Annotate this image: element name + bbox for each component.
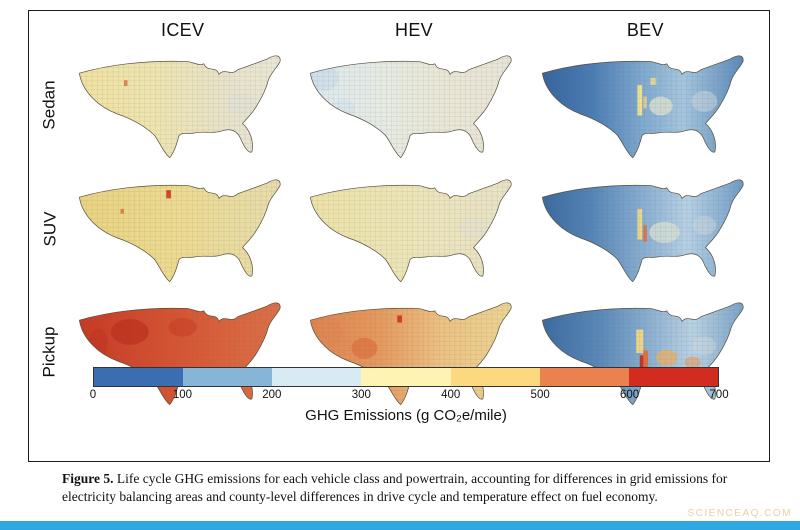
- colorbar-tick: 500: [530, 389, 550, 401]
- us-choropleth-sedan-hev: [310, 55, 513, 159]
- us-choropleth-suv-icev: [78, 178, 281, 282]
- us-choropleth-sedan-bev: [541, 55, 744, 159]
- colorbar-tick: 200: [262, 389, 282, 401]
- map-sedan-hev: [298, 43, 529, 167]
- row-label-suv: SUV: [33, 167, 67, 291]
- colorbar-tick: 100: [172, 389, 193, 401]
- map-sedan-bev: [530, 43, 761, 167]
- figure-panel: ICEV HEV BEV Sedan: [28, 10, 770, 462]
- us-choropleth-pickup-bev: [541, 302, 744, 406]
- colorbar-tick: 600: [619, 389, 640, 401]
- figure-caption-text: Life cycle GHG emissions for each vehicl…: [62, 471, 728, 505]
- colorbar-tick: 700: [709, 389, 729, 401]
- map-suv-bev: [530, 167, 761, 291]
- colorbar-segment: [628, 368, 718, 386]
- map-pickup-icev: [67, 290, 298, 414]
- column-header-bev: BEV: [626, 20, 664, 40]
- column-header-icev: ICEV: [161, 20, 205, 40]
- colorbar: [93, 367, 719, 387]
- colorbar-tick: 300: [351, 389, 371, 401]
- us-choropleth-suv-bev: [541, 178, 744, 282]
- grid-corner: [33, 13, 67, 43]
- colorbar-tick: 400: [441, 389, 461, 401]
- colorbar-tick: 0: [89, 389, 97, 401]
- column-header-hev: HEV: [395, 20, 433, 40]
- map-suv-icev: [67, 167, 298, 291]
- row-label-sedan: Sedan: [33, 43, 67, 167]
- colorbar-segment: [183, 368, 273, 386]
- us-choropleth-pickup-hev: [310, 302, 513, 406]
- figure-caption: Figure 5. Life cycle GHG emissions for e…: [62, 470, 744, 506]
- colorbar-segment: [450, 368, 540, 386]
- colorbar-segment: [539, 368, 629, 386]
- row-label-suv-text: SUV: [40, 211, 59, 247]
- map-suv-hev: [298, 167, 529, 291]
- watermark: SCIENCEAQ.COM: [687, 508, 792, 519]
- us-choropleth-pickup-icev: [78, 302, 281, 406]
- map-pickup-hev: [298, 290, 529, 414]
- us-choropleth-sedan-icev: [78, 55, 281, 159]
- row-label-pickup: Pickup: [33, 290, 67, 414]
- map-pickup-bev: [530, 290, 761, 414]
- colorbar-ticks: 0 100 200 300 400 500 600 700: [89, 387, 729, 404]
- colorbar-segment: [272, 368, 362, 386]
- us-choropleth-suv-hev: [310, 178, 513, 282]
- footer-bar: [0, 521, 800, 530]
- map-grid: ICEV HEV BEV Sedan: [33, 13, 761, 406]
- row-label-sedan-text: Sedan: [40, 80, 60, 130]
- colorbar-segment: [361, 368, 451, 386]
- figure-caption-label: Figure 5.: [62, 471, 114, 486]
- colorbar-wrap: 0 100 200 300 400 500 600 700 GHG Emissions (g …: [89, 367, 729, 455]
- colorbar-label: GHG Emissions (g CO₂e/mile): [305, 407, 507, 424]
- row-label-pickup-text: Pickup: [40, 326, 59, 378]
- map-sedan-icev: [67, 43, 298, 167]
- colorbar-segment: [94, 368, 184, 386]
